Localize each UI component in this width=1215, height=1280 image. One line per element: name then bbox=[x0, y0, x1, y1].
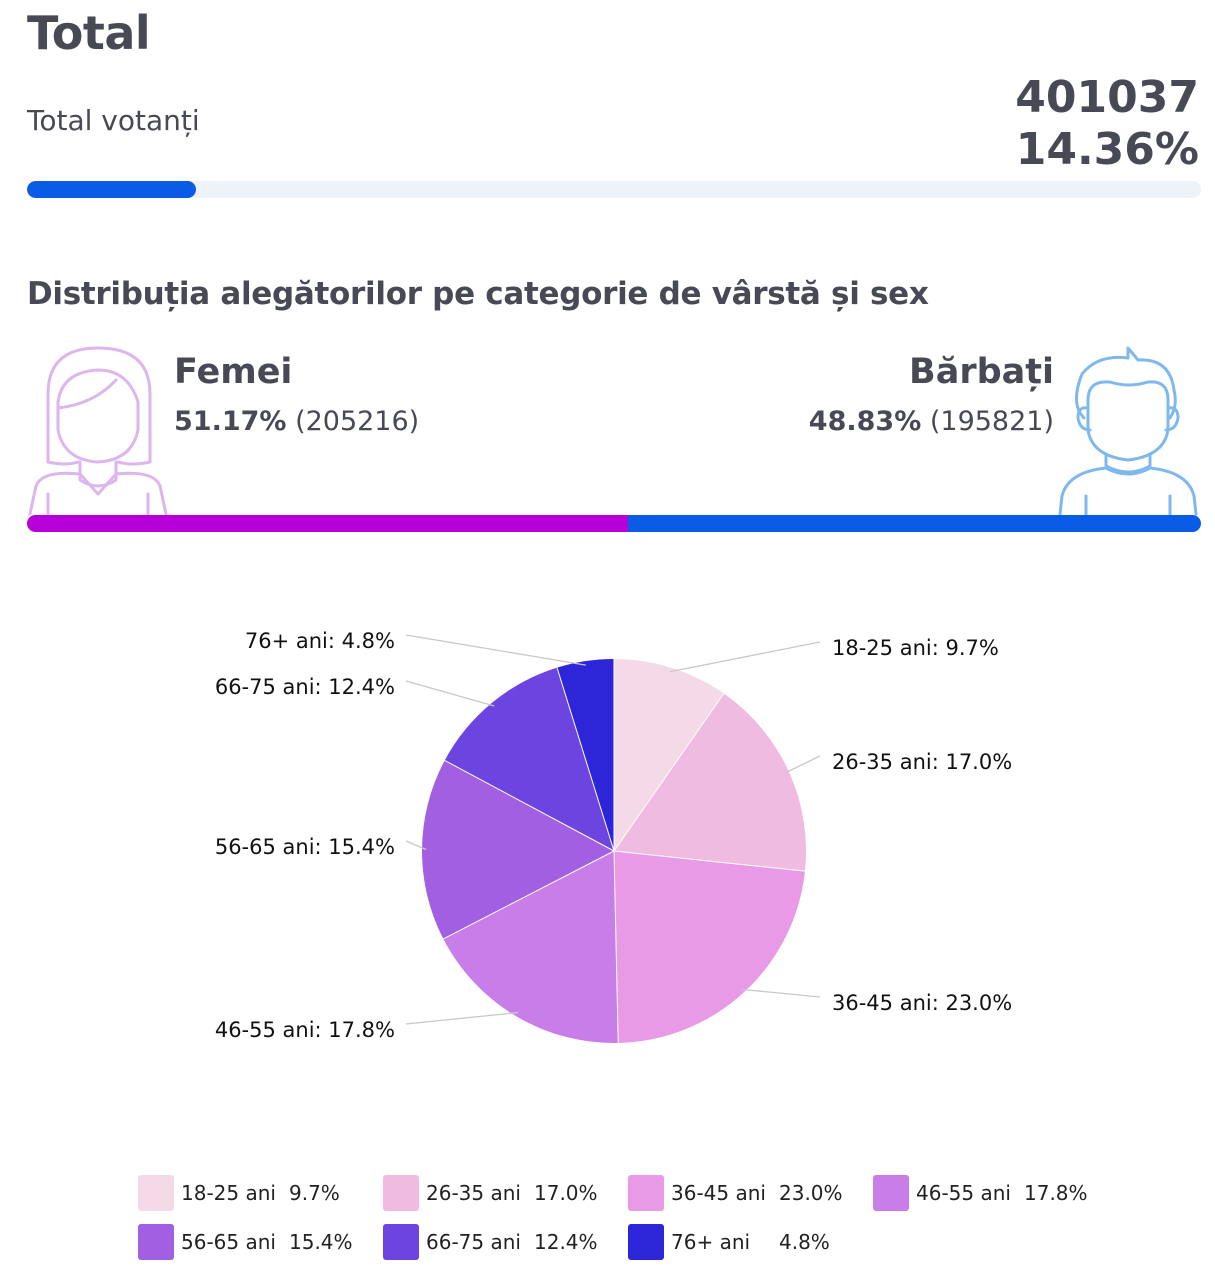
pie-slice-1[interactable] bbox=[614, 659, 724, 851]
pie-slice-6[interactable] bbox=[444, 667, 614, 851]
slice-label-7: 76+ ani: 4.8% bbox=[245, 629, 395, 653]
legend-value: 23.0% bbox=[779, 1181, 843, 1205]
legend-item-2[interactable]: 26-35 ani 17.0% bbox=[383, 1175, 598, 1211]
slice-separator bbox=[556, 667, 615, 852]
male-count: (195821) bbox=[929, 406, 1054, 437]
female-label: Femei bbox=[174, 352, 293, 392]
leader-line-7 bbox=[405, 634, 586, 666]
legend-item-5[interactable]: 56-65 ani 15.4% bbox=[138, 1224, 353, 1260]
turnout-progress-fill bbox=[27, 181, 196, 198]
leader-line-1 bbox=[670, 641, 821, 673]
legend-value: 17.8% bbox=[1024, 1181, 1088, 1205]
female-stat: 51.17% (205216) bbox=[174, 406, 419, 437]
slice-separator bbox=[613, 693, 725, 852]
gender-split-bar bbox=[27, 515, 1201, 532]
slice-label-2: 26-35 ani: 17.0% bbox=[832, 750, 1012, 774]
slice-label-3: 36-45 ani: 23.0% bbox=[832, 991, 1012, 1015]
slice-separator bbox=[613, 850, 619, 1043]
page-title: Total bbox=[27, 6, 151, 60]
male-avatar-icon bbox=[1058, 346, 1198, 516]
legend-swatch bbox=[383, 1224, 419, 1260]
legend-item-1[interactable]: 18-25 ani 9.7% bbox=[138, 1175, 340, 1211]
total-voters-percent: 14.36% bbox=[1015, 124, 1199, 175]
age-pie-chart: 18-25 ani: 9.7% 26-35 ani: 17.0% 36-45 ani… bbox=[215, 629, 1012, 1043]
legend-swatch bbox=[628, 1224, 664, 1260]
legend-value: 9.7% bbox=[289, 1181, 340, 1205]
female-percent: 51.17% bbox=[174, 406, 287, 437]
distribution-title: Distribuția alegătorilor pe categorie de… bbox=[27, 276, 929, 312]
leader-line-2 bbox=[784, 755, 821, 774]
leader-line-3 bbox=[741, 988, 821, 998]
legend-value: 4.8% bbox=[779, 1230, 830, 1254]
female-count: (205216) bbox=[295, 406, 420, 437]
slice-label-6: 66-75 ani: 12.4% bbox=[215, 675, 395, 699]
slice-label-5: 56-65 ani: 15.4% bbox=[215, 835, 395, 859]
legend-label: 56-65 ani bbox=[181, 1230, 276, 1254]
pie-slice-2[interactable] bbox=[614, 693, 806, 872]
leader-line-5 bbox=[405, 840, 427, 851]
legend-label: 36-45 ani bbox=[671, 1181, 766, 1205]
legend-swatch bbox=[383, 1175, 419, 1211]
male-label: Bărbați bbox=[909, 352, 1054, 392]
legend-value: 12.4% bbox=[534, 1230, 598, 1254]
male-share-segment bbox=[627, 515, 1201, 532]
turnout-progress-bar bbox=[27, 181, 1201, 198]
legend-item-6[interactable]: 66-75 ani 12.4% bbox=[383, 1224, 598, 1260]
female-share-segment bbox=[27, 515, 628, 532]
legend-swatch bbox=[138, 1224, 174, 1260]
male-stat: 48.83% (195821) bbox=[809, 406, 1054, 437]
legend-label: 26-35 ani bbox=[426, 1181, 521, 1205]
male-percent: 48.83% bbox=[808, 406, 922, 437]
slice-separator bbox=[613, 850, 805, 872]
slice-label-1: 18-25 ani: 9.7% bbox=[832, 636, 999, 660]
legend-swatch bbox=[873, 1175, 909, 1211]
legend-value: 15.4% bbox=[289, 1230, 353, 1254]
pie-slice-3[interactable] bbox=[614, 851, 805, 1043]
pie-slice-5[interactable] bbox=[422, 760, 614, 939]
legend-label: 66-75 ani bbox=[426, 1230, 521, 1254]
legend-label: 76+ ani bbox=[671, 1230, 751, 1254]
pie-slice-4[interactable] bbox=[443, 851, 619, 1043]
total-voters-label: Total votanți bbox=[27, 104, 200, 137]
pie-slice-7[interactable] bbox=[557, 659, 614, 851]
legend-swatch bbox=[628, 1175, 664, 1211]
legend-swatch bbox=[138, 1175, 174, 1211]
slice-separator bbox=[444, 760, 615, 852]
legend-item-7[interactable]: 76+ ani 4.8% bbox=[628, 1224, 830, 1260]
slice-separator bbox=[443, 850, 615, 940]
legend-label: 18-25 ani bbox=[181, 1181, 276, 1205]
legend-label: 46-55 ani bbox=[916, 1181, 1011, 1205]
leader-line-4 bbox=[405, 1011, 518, 1025]
female-avatar-icon bbox=[28, 346, 168, 516]
slice-label-4: 46-55 ani: 17.8% bbox=[215, 1018, 395, 1042]
legend-value: 17.0% bbox=[534, 1181, 598, 1205]
legend-item-4[interactable]: 46-55 ani 17.8% bbox=[873, 1175, 1088, 1211]
leader-line-6 bbox=[405, 680, 495, 707]
legend-item-3[interactable]: 36-45 ani 23.0% bbox=[628, 1175, 843, 1211]
total-voters-count: 401037 bbox=[1015, 72, 1199, 123]
